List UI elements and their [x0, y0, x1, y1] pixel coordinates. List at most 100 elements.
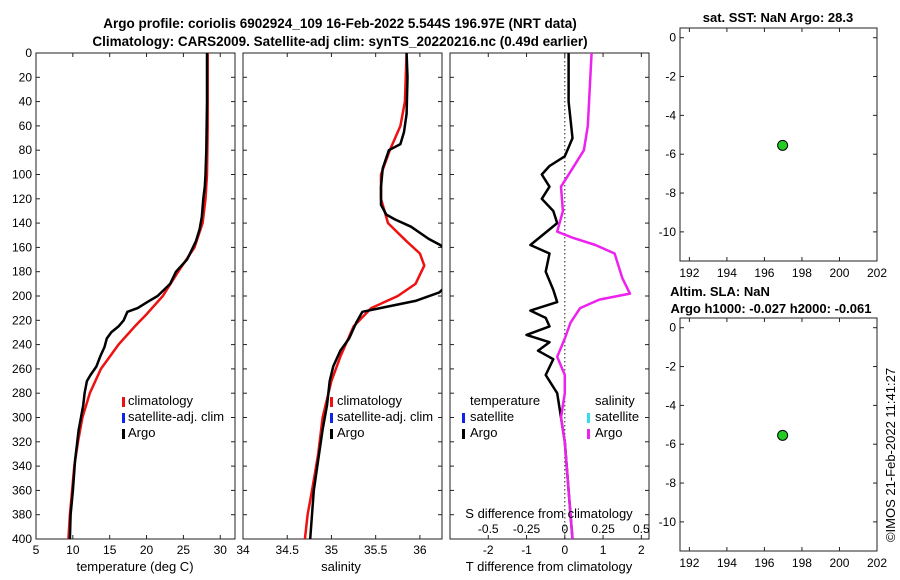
- y-tick-label: -6: [665, 437, 676, 451]
- x-tick-label: 194: [717, 266, 737, 280]
- legend-swatch-argo: [330, 429, 333, 439]
- y-tick-label: -4: [665, 398, 676, 412]
- y-tick-label: 160: [12, 240, 32, 254]
- imos-watermark: ©IMOS 21-Feb-2022 11:41:27: [883, 368, 898, 542]
- y-tick-label: 260: [12, 362, 32, 376]
- s-difference-argo-line: [555, 53, 632, 539]
- y-tick-label: 280: [12, 386, 32, 400]
- x-tick-label: 194: [717, 556, 737, 570]
- difference-xlabel-top: S difference from climatology: [465, 506, 633, 521]
- sla-title-line-2: Argo h1000: -0.027 h2000: -0.061: [671, 301, 872, 316]
- legend-title-temperature: temperature: [470, 393, 540, 408]
- legend-swatch-s-satellite: [587, 413, 590, 423]
- y-tick-label: 360: [12, 483, 32, 497]
- legend-label-climatology: climatology: [337, 393, 403, 408]
- plot-frame: [242, 52, 443, 540]
- legend-swatch-satellite: [330, 413, 333, 423]
- legend-title-salinity: salinity: [595, 393, 635, 408]
- legend-swatch-t-satellite: [462, 413, 465, 423]
- y-tick-label: 220: [12, 313, 32, 327]
- legend-label-t-argo: Argo: [470, 425, 497, 440]
- legend-label-satellite: satellite-adj. clim: [128, 409, 224, 424]
- salinity-panel: 34 34.5 35 35.5 36: [236, 52, 443, 557]
- x-tick-label: 0: [561, 543, 568, 557]
- legend-swatch-s-argo: [587, 429, 590, 439]
- x-tick-label: 200: [829, 266, 849, 280]
- legend-swatch-satellite: [122, 413, 125, 423]
- y-tick-label: 400: [12, 532, 32, 546]
- legend-label-argo: Argo: [337, 425, 364, 440]
- y-tick-label: 20: [19, 70, 33, 84]
- temperature-legend: climatology satellite-adj. clim Argo: [122, 393, 224, 440]
- y-tick-label: -4: [665, 108, 676, 122]
- x-tick-label: 202: [867, 556, 887, 570]
- x-tick-label: -2: [483, 543, 494, 557]
- y-tick-label: 60: [19, 119, 33, 133]
- x-tick-label: 192: [679, 556, 699, 570]
- difference-legend: temperature satellite Argo salinity sate…: [462, 393, 639, 440]
- top-x-tick-label: 0.25: [591, 522, 615, 536]
- y-tick-label: 80: [19, 143, 33, 157]
- x-tick-label: 20: [140, 543, 154, 557]
- y-tick-label: 100: [12, 168, 32, 182]
- y-tick-label: 180: [12, 265, 32, 279]
- sst-title: sat. SST: NaN Argo: 28.3: [703, 10, 854, 25]
- top-x-tick-label: -0.25: [513, 522, 541, 536]
- argo-position-marker: [777, 139, 789, 151]
- x-tick-label: 30: [214, 543, 228, 557]
- y-tick-label: -10: [659, 225, 677, 239]
- map-frame: [679, 27, 878, 262]
- y-tick-label: 340: [12, 459, 32, 473]
- y-tick-label: 140: [12, 216, 32, 230]
- x-tick-label: 5: [33, 543, 40, 557]
- x-tick-label: 198: [792, 266, 812, 280]
- x-tick-label: 202: [867, 266, 887, 280]
- map-frame: [679, 317, 878, 552]
- y-tick-label: 0: [669, 31, 676, 45]
- legend-swatch-argo: [122, 429, 125, 439]
- y-tick-label: 40: [19, 95, 33, 109]
- sst-map-panel: 192 194 196 198 200 202 0 -2 -4 -6 -8 -10: [659, 27, 887, 280]
- title-line-1: Argo profile: coriolis 6902924_109 16-Fe…: [103, 16, 576, 31]
- x-tick-label: 198: [792, 556, 812, 570]
- y-tick-label: -2: [665, 360, 676, 374]
- top-x-tick-label: -0.5: [478, 522, 499, 536]
- x-tick-label: 10: [66, 543, 80, 557]
- series-group: [303, 53, 442, 539]
- salinity-legend: climatology satellite-adj. clim Argo: [330, 393, 433, 440]
- x-tick-label: 196: [754, 556, 774, 570]
- temperature-xlabel: temperature (deg C): [76, 559, 193, 574]
- x-tick-label: 192: [679, 266, 699, 280]
- x-tick-label: 1: [600, 543, 607, 557]
- y-tick-label: -10: [659, 515, 677, 529]
- y-tick-label: 320: [12, 435, 32, 449]
- sla-title-line-1: Altim. SLA: NaN: [670, 284, 770, 299]
- x-tick-label: 34: [236, 543, 250, 557]
- y-tick-label: 380: [12, 508, 32, 522]
- y-tick-label: -6: [665, 147, 676, 161]
- x-tick-label: 25: [177, 543, 191, 557]
- x-tick-label: 2: [638, 543, 645, 557]
- y-tick-label: -8: [665, 186, 676, 200]
- y-tick-label: 0: [669, 321, 676, 335]
- x-tick-label: -1: [521, 543, 532, 557]
- series-group: [67, 53, 209, 539]
- argo-position-marker: [777, 429, 789, 441]
- climatology-line: [303, 53, 426, 539]
- difference-xlabel-bottom: T difference from climatology: [466, 559, 633, 574]
- x-tick-label: 35.5: [364, 543, 388, 557]
- legend-label-s-argo: Argo: [595, 425, 622, 440]
- series-group: [525, 53, 632, 539]
- temperature-panel: 0 20 40 60 80 100 120 140 160 180 200 220 240 260 280 3…: [12, 46, 236, 557]
- x-tick-label: 34.5: [276, 543, 300, 557]
- y-tick-label: -8: [665, 476, 676, 490]
- legend-label-t-satellite: satellite: [470, 409, 514, 424]
- legend-label-s-satellite: satellite: [595, 409, 639, 424]
- legend-swatch-t-argo: [462, 429, 465, 439]
- y-tick-label: 240: [12, 338, 32, 352]
- salinity-xlabel: salinity: [321, 559, 361, 574]
- x-tick-label: 200: [829, 556, 849, 570]
- y-tick-label: 300: [12, 411, 32, 425]
- x-tick-label: 15: [103, 543, 117, 557]
